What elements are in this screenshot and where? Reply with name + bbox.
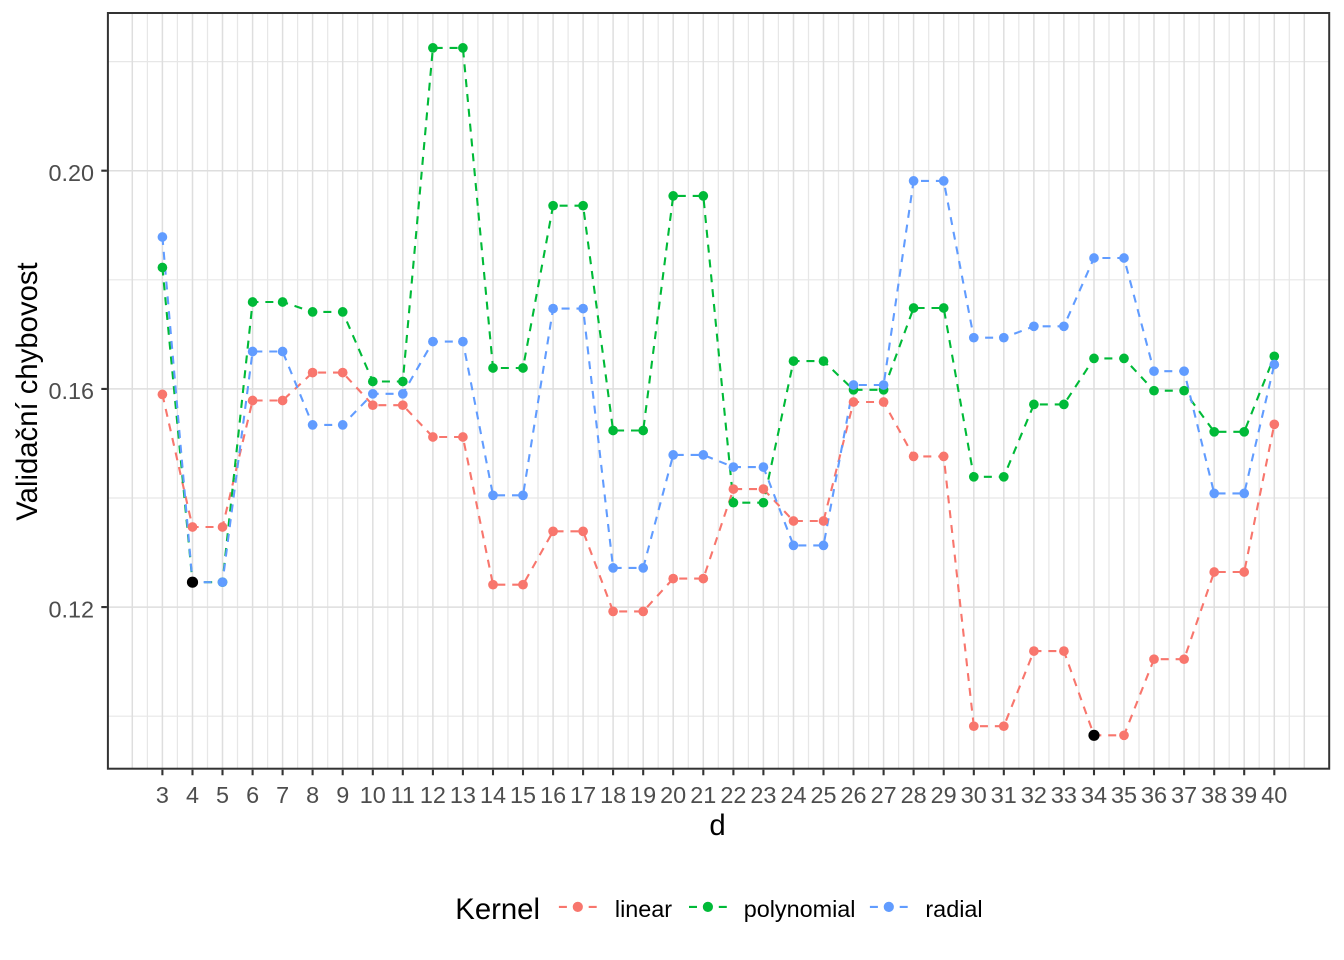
svg-text:23: 23 bbox=[750, 782, 776, 808]
svg-text:40: 40 bbox=[1261, 782, 1287, 808]
svg-text:38: 38 bbox=[1201, 782, 1227, 808]
svg-text:39: 39 bbox=[1231, 782, 1257, 808]
svg-text:8: 8 bbox=[306, 782, 319, 808]
svg-text:3: 3 bbox=[156, 782, 169, 808]
svg-text:Validační chybovost: Validační chybovost bbox=[11, 262, 44, 520]
svg-text:28: 28 bbox=[901, 782, 927, 808]
svg-text:22: 22 bbox=[720, 782, 746, 808]
svg-text:15: 15 bbox=[510, 782, 536, 808]
svg-text:0.20: 0.20 bbox=[48, 160, 94, 186]
svg-text:0.12: 0.12 bbox=[48, 596, 94, 622]
svg-text:7: 7 bbox=[276, 782, 289, 808]
svg-text:37: 37 bbox=[1171, 782, 1197, 808]
svg-text:26: 26 bbox=[840, 782, 866, 808]
svg-text:10: 10 bbox=[360, 782, 386, 808]
svg-text:11: 11 bbox=[391, 782, 415, 808]
svg-text:36: 36 bbox=[1141, 782, 1167, 808]
svg-text:20: 20 bbox=[660, 782, 686, 808]
svg-text:34: 34 bbox=[1081, 782, 1107, 808]
svg-text:Kernel: Kernel bbox=[455, 893, 540, 926]
svg-text:9: 9 bbox=[336, 782, 349, 808]
svg-text:19: 19 bbox=[630, 782, 656, 808]
svg-text:30: 30 bbox=[961, 782, 987, 808]
svg-text:0.16: 0.16 bbox=[48, 378, 94, 404]
svg-text:24: 24 bbox=[780, 782, 806, 808]
svg-text:27: 27 bbox=[871, 782, 897, 808]
svg-text:linear: linear bbox=[615, 896, 672, 922]
svg-text:16: 16 bbox=[540, 782, 566, 808]
svg-text:4: 4 bbox=[186, 782, 199, 808]
svg-text:17: 17 bbox=[570, 782, 596, 808]
svg-text:12: 12 bbox=[420, 782, 446, 808]
svg-text:31: 31 bbox=[991, 782, 1017, 808]
svg-text:32: 32 bbox=[1021, 782, 1047, 808]
svg-text:33: 33 bbox=[1051, 782, 1077, 808]
svg-text:radial: radial bbox=[925, 896, 982, 922]
svg-text:5: 5 bbox=[216, 782, 229, 808]
svg-text:35: 35 bbox=[1111, 782, 1137, 808]
svg-text:polynomial: polynomial bbox=[744, 896, 856, 922]
svg-text:18: 18 bbox=[600, 782, 626, 808]
svg-text:29: 29 bbox=[931, 782, 957, 808]
svg-text:21: 21 bbox=[690, 782, 716, 808]
svg-text:13: 13 bbox=[450, 782, 476, 808]
svg-text:d: d bbox=[709, 809, 725, 842]
svg-text:25: 25 bbox=[810, 782, 836, 808]
svg-text:14: 14 bbox=[480, 782, 506, 808]
svg-text:6: 6 bbox=[246, 782, 259, 808]
